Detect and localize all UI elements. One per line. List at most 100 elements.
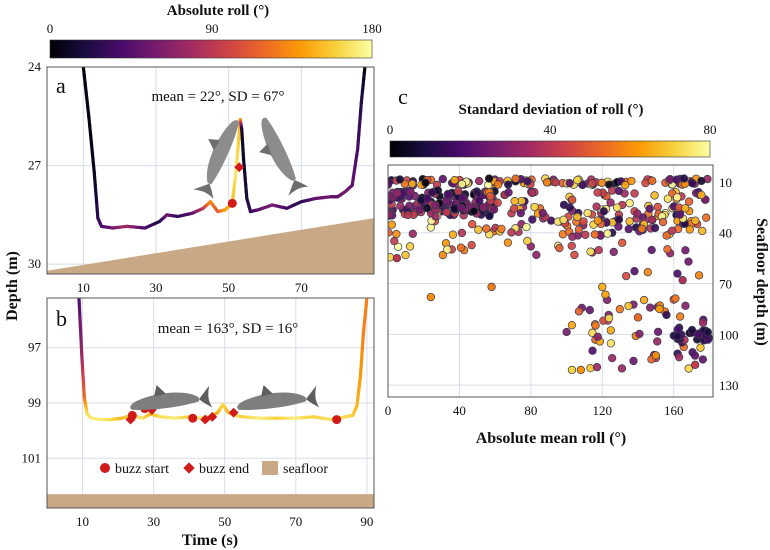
scatter-point xyxy=(415,205,424,214)
panel-b-seafloor xyxy=(47,494,374,508)
scatter-point xyxy=(426,223,435,232)
scatter-point xyxy=(608,353,617,363)
scatter-point xyxy=(578,180,587,190)
scatter-point xyxy=(586,247,595,256)
scatter-point xyxy=(630,189,639,198)
scatter-point xyxy=(523,177,532,186)
scatter-point xyxy=(507,228,516,237)
panel-b-yticks: 97 99 101 xyxy=(22,340,42,466)
scatter-point xyxy=(653,337,662,346)
panel-a-letter: a xyxy=(56,73,66,98)
scatter-point xyxy=(588,179,597,188)
scatter-point xyxy=(542,178,552,187)
scatter-point xyxy=(388,253,395,262)
scatter-point xyxy=(681,204,690,213)
scatter-point xyxy=(583,208,592,218)
legend-buzz-start-label: buzz start xyxy=(115,462,169,477)
scatter-point xyxy=(585,305,594,315)
dolphin-icon-left xyxy=(193,120,240,199)
scatter-point xyxy=(698,226,707,236)
scatter-point xyxy=(637,224,647,233)
scatter-point xyxy=(528,215,537,224)
scatter-point xyxy=(421,178,430,187)
scatter-point xyxy=(487,282,496,292)
legend: buzz start buzz end seafloor xyxy=(100,461,328,477)
scatter-point xyxy=(614,215,624,224)
colorbar-c-tick-80: 80 xyxy=(704,122,717,137)
panel-c-yticks: 10 40 70 100 130 xyxy=(719,175,739,393)
scatter-point xyxy=(516,209,525,218)
scatter-point xyxy=(408,179,417,188)
scatter-point xyxy=(653,327,663,336)
scatter-point xyxy=(468,220,477,229)
scatter-point xyxy=(662,231,671,240)
scatter-point xyxy=(681,246,690,255)
panel-c-letter: c xyxy=(398,84,408,109)
scatter-point xyxy=(454,187,463,196)
panel-a-trace-seg xyxy=(362,67,367,75)
scatter-point xyxy=(517,196,526,206)
scatter-point xyxy=(625,199,634,208)
scatter-point xyxy=(702,213,711,222)
scatter-point xyxy=(599,207,608,216)
scatter-point xyxy=(672,175,681,184)
scatter-point xyxy=(426,292,436,302)
scatter-point xyxy=(431,200,440,210)
colorbar-a xyxy=(49,39,373,59)
scatter-point xyxy=(567,321,577,330)
scatter-point xyxy=(457,179,467,189)
scatter-point xyxy=(396,201,405,211)
scatter-point xyxy=(622,271,631,281)
scatter-point xyxy=(427,188,437,197)
panel-a-stats: mean = 22°, SD = 67° xyxy=(151,89,284,105)
scatter-point xyxy=(456,243,466,252)
scatter-point xyxy=(612,203,622,212)
scatter-point xyxy=(438,250,448,260)
scatter-point xyxy=(624,301,633,311)
scatter-point xyxy=(684,197,694,206)
panel-a-ytick-30: 30 xyxy=(28,256,41,271)
scatter-point xyxy=(509,204,519,213)
panel-b-buzz-start-3 xyxy=(332,415,342,425)
scatter-point xyxy=(475,196,484,205)
scatter-point xyxy=(617,364,627,373)
scatter-point xyxy=(630,267,639,276)
scatter-point xyxy=(694,271,704,280)
scatter-point xyxy=(703,328,713,337)
scatter-point xyxy=(438,174,447,184)
scatter-point xyxy=(598,282,607,292)
scatter-point xyxy=(388,210,394,219)
scatter-point xyxy=(681,301,690,310)
scatter-point xyxy=(645,204,654,213)
scatter-point xyxy=(482,224,491,233)
scatter-point xyxy=(698,355,707,364)
scatter-point xyxy=(685,225,694,234)
scatter-point xyxy=(486,192,495,201)
scatter-point xyxy=(562,327,571,337)
time-axis-label: Time (s) xyxy=(182,532,238,549)
scatter-point xyxy=(591,321,600,330)
scatter-point xyxy=(697,190,706,200)
panel-c-points xyxy=(388,174,713,375)
scatter-point xyxy=(406,187,415,197)
scatter-point xyxy=(567,241,576,251)
scatter-point xyxy=(588,346,597,355)
scatter-point xyxy=(590,230,600,239)
scatter-point xyxy=(565,178,574,188)
panel-a-frame xyxy=(46,66,375,275)
scatter-point xyxy=(469,207,479,216)
scatter-point xyxy=(593,188,602,197)
scatter-point xyxy=(484,174,494,183)
scatter-point xyxy=(621,180,630,190)
scatter-point xyxy=(650,223,660,233)
scatter-point xyxy=(698,318,708,327)
panel-c-ytick-100: 100 xyxy=(719,327,739,342)
scatter-point xyxy=(510,197,519,206)
scatter-point xyxy=(395,175,405,184)
panel-b-trace-seg xyxy=(364,298,369,306)
scatter-point xyxy=(555,243,564,253)
legend-seafloor-label: seafloor xyxy=(283,462,328,477)
scatter-point xyxy=(606,339,615,348)
scatter-point xyxy=(448,230,458,239)
scatter-point xyxy=(679,174,689,183)
